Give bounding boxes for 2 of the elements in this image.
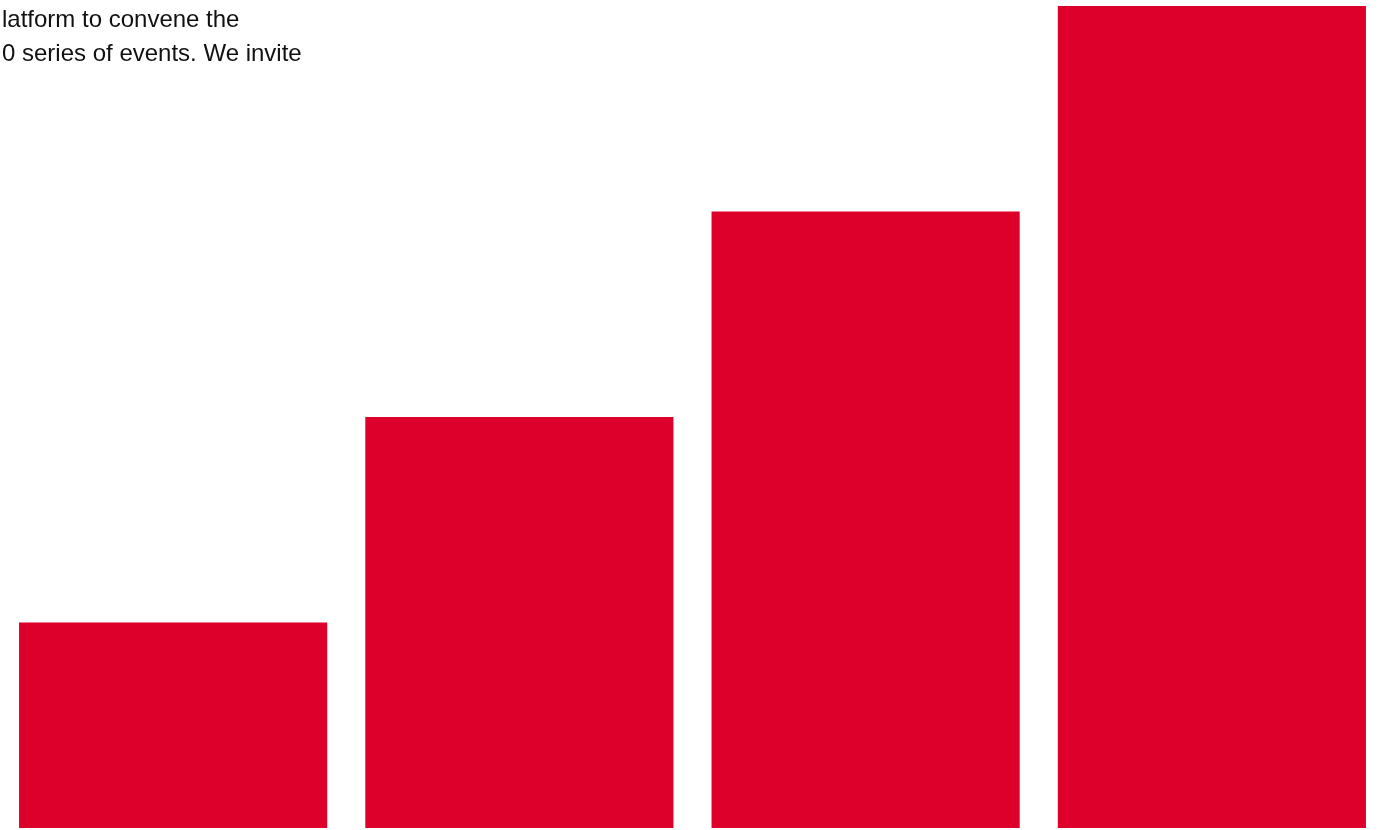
annotation: 0 series of events. We invite (2, 38, 302, 66)
annotation: latform to convene the (2, 4, 240, 32)
